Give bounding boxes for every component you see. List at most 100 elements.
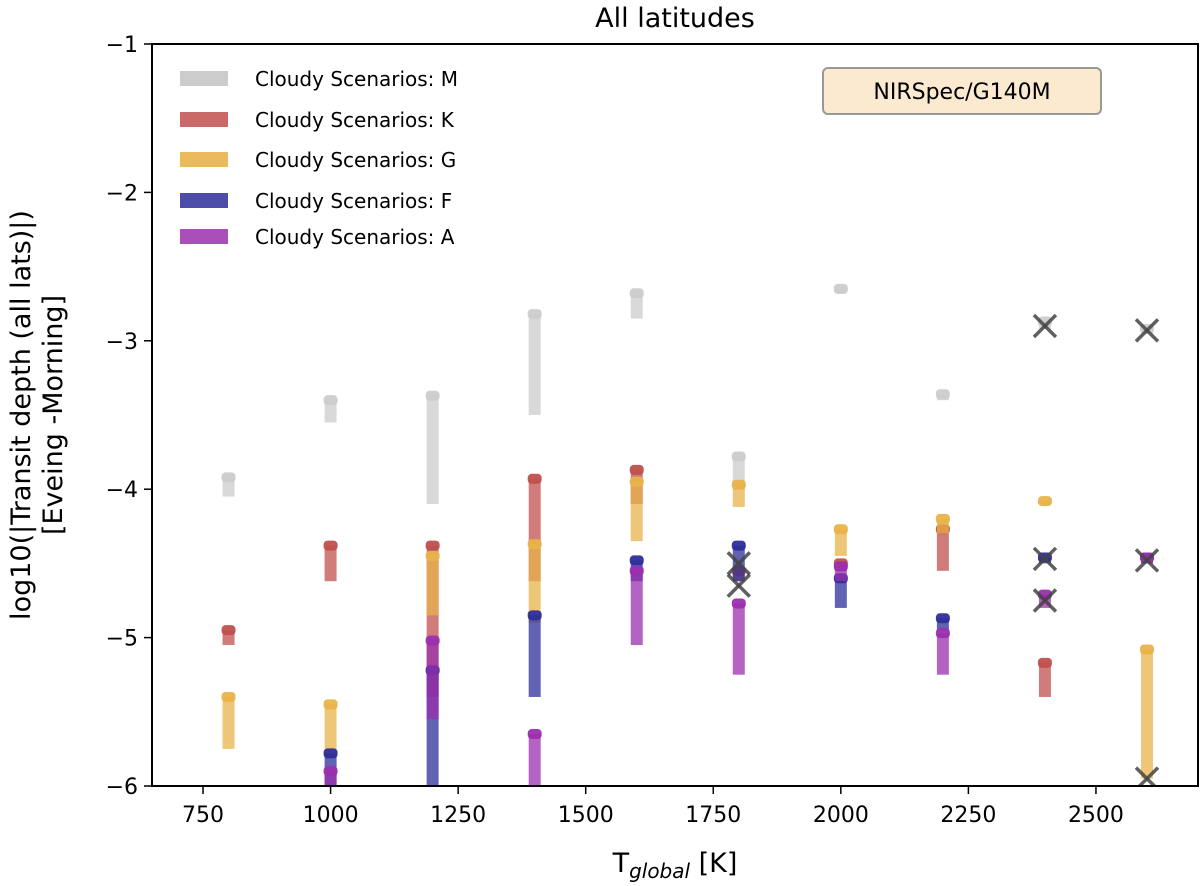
range-bar-f-2000 bbox=[834, 578, 847, 608]
legend-swatch-a bbox=[180, 229, 228, 244]
legend-label-a: Cloudy Scenarios: A bbox=[255, 225, 455, 249]
marker-m-2000 bbox=[833, 283, 848, 294]
range-bar-a-1600 bbox=[630, 570, 643, 646]
marker-g-1600 bbox=[629, 476, 644, 487]
legend: Cloudy Scenarios: M Cloudy Scenarios: K … bbox=[180, 67, 458, 249]
marker-g-1400 bbox=[527, 539, 542, 550]
y-axis-label-line1: log10(|Transit depth (all lats)|) bbox=[6, 210, 37, 620]
range-bar-k-1000 bbox=[324, 545, 337, 582]
marker-a-1800 bbox=[731, 598, 746, 609]
marker-a-1600 bbox=[629, 565, 644, 576]
cross-marker bbox=[726, 551, 752, 576]
marker-k-1000 bbox=[323, 540, 338, 551]
x-tick-label: 750 bbox=[182, 803, 224, 828]
x-tick-label: 1750 bbox=[685, 803, 741, 828]
y-tick-label: −3 bbox=[106, 330, 138, 355]
marker-g-1000 bbox=[323, 699, 338, 710]
cross-marker bbox=[1032, 546, 1058, 572]
range-bar-k-2200 bbox=[936, 529, 949, 571]
range-bar-g-1400 bbox=[528, 544, 541, 623]
marker-g-2400 bbox=[1037, 496, 1052, 507]
cross-marker bbox=[1134, 318, 1160, 343]
y-tick-label: −1 bbox=[106, 33, 138, 58]
range-bar-k-2400 bbox=[1038, 662, 1051, 697]
x-tick-label: 2500 bbox=[1068, 803, 1124, 828]
range-bar-g-1600 bbox=[630, 481, 643, 542]
y-tick-label: −2 bbox=[106, 181, 138, 206]
marker-f-1400 bbox=[527, 610, 542, 621]
x-axis-label-sub: global bbox=[629, 859, 690, 883]
marker-k-1400 bbox=[527, 473, 542, 484]
x-tick-label: 1000 bbox=[303, 803, 359, 828]
x-tick-label: 1250 bbox=[430, 803, 486, 828]
annotation-box: NIRSpec/G140M bbox=[822, 67, 1102, 115]
marker-k-800 bbox=[221, 625, 236, 636]
y-axis-label-line2: [Eveing -Morning] bbox=[38, 295, 69, 535]
cross-marker bbox=[1032, 313, 1058, 339]
marker-m-1000 bbox=[323, 395, 338, 406]
marker-g-1200 bbox=[425, 550, 440, 561]
marker-a-1200 bbox=[425, 635, 440, 646]
marker-m-2200 bbox=[935, 389, 950, 400]
legend-label-m: Cloudy Scenarios: M bbox=[255, 67, 458, 91]
y-tick-label: −5 bbox=[106, 627, 138, 652]
range-bar-a-2200 bbox=[936, 633, 949, 675]
legend-label-f: Cloudy Scenarios: F bbox=[255, 189, 452, 213]
annotation-background bbox=[822, 67, 1102, 115]
range-bar-a-1800 bbox=[732, 603, 745, 675]
marker-k-1600 bbox=[629, 464, 644, 475]
marker-g-2600 bbox=[1139, 644, 1154, 655]
marker-m-1200 bbox=[425, 390, 440, 401]
marker-a-2200 bbox=[935, 628, 950, 639]
range-bar-a-1200 bbox=[426, 640, 439, 720]
legend-label-g: Cloudy Scenarios: G bbox=[255, 148, 456, 172]
marker-a-1400 bbox=[527, 729, 542, 740]
x-axis: 750 1000 1250 1500 1750 2000 2250 2500 bbox=[182, 786, 1124, 828]
marker-m-1800 bbox=[731, 451, 746, 462]
x-tick-label: 2000 bbox=[813, 803, 869, 828]
plot-area bbox=[221, 283, 1160, 786]
range-bar-a-1400 bbox=[528, 734, 541, 786]
range-bar-g-2600 bbox=[1140, 649, 1153, 779]
marker-f-1800 bbox=[731, 540, 746, 551]
legend-swatch-k bbox=[180, 112, 228, 127]
range-bar-m-1400 bbox=[528, 314, 541, 415]
legend-swatch-f bbox=[180, 193, 228, 208]
range-bar-f-2200 bbox=[936, 618, 949, 631]
x-tick-label: 2250 bbox=[940, 803, 996, 828]
x-tick-label: 1500 bbox=[558, 803, 614, 828]
x-axis-label-main: T bbox=[612, 848, 630, 879]
marker-m-1600 bbox=[629, 288, 644, 299]
marker-k-1200 bbox=[425, 540, 440, 551]
cross-marker bbox=[1032, 588, 1058, 613]
marker-k-2400 bbox=[1037, 657, 1052, 668]
marker-f-1000 bbox=[323, 748, 338, 759]
range-bar-g-2000 bbox=[834, 529, 847, 556]
range-bar-g-800 bbox=[222, 696, 235, 749]
y-tick-label: −6 bbox=[106, 775, 138, 800]
marker-m-800 bbox=[221, 472, 236, 483]
legend-label-k: Cloudy Scenarios: K bbox=[255, 108, 455, 132]
marker-f-1600 bbox=[629, 555, 644, 566]
x-axis-label: Tglobal [K] bbox=[612, 848, 738, 883]
marker-g-1800 bbox=[731, 479, 746, 490]
range-bar-g-1800 bbox=[732, 484, 745, 508]
range-bar-m-1600 bbox=[630, 293, 643, 319]
range-bar-m-1000 bbox=[324, 400, 337, 423]
marker-a-1000 bbox=[323, 766, 338, 777]
y-tick-label: −4 bbox=[106, 478, 138, 503]
marker-f-2200 bbox=[935, 613, 950, 624]
marker-m-1400 bbox=[527, 309, 542, 320]
legend-swatch-g bbox=[180, 152, 228, 167]
marker-g-2200 bbox=[935, 513, 950, 524]
y-axis: −6 −5 −4 −3 −2 −1 bbox=[106, 33, 152, 800]
range-bar-m-1200 bbox=[426, 395, 439, 505]
marker-a-2000 bbox=[833, 561, 848, 572]
cross-marker bbox=[1134, 548, 1160, 573]
chart-title: All latitudes bbox=[595, 3, 755, 34]
annotation-text: NIRSpec/G140M bbox=[873, 80, 1050, 105]
marker-g-2000 bbox=[833, 524, 848, 535]
range-bar-g-1200 bbox=[426, 555, 439, 616]
plot-frame bbox=[151, 43, 1199, 787]
